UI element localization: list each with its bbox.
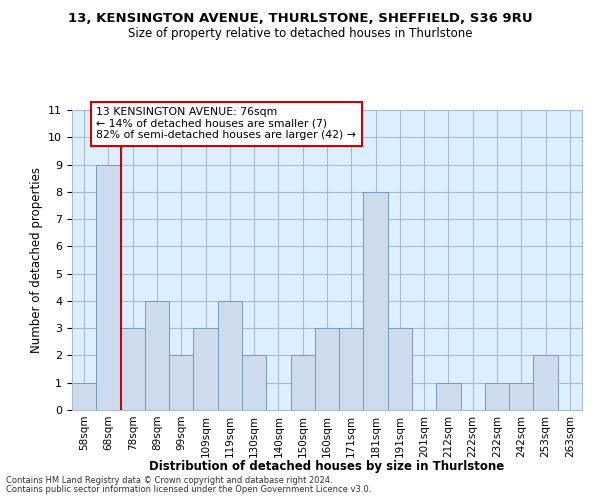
Bar — [242, 356, 266, 410]
Text: 13, KENSINGTON AVENUE, THURLSTONE, SHEFFIELD, S36 9RU: 13, KENSINGTON AVENUE, THURLSTONE, SHEFF… — [68, 12, 532, 26]
Bar — [218, 301, 242, 410]
Bar — [364, 192, 388, 410]
Bar — [121, 328, 145, 410]
Y-axis label: Number of detached properties: Number of detached properties — [30, 167, 43, 353]
Bar — [436, 382, 461, 410]
Bar — [96, 164, 121, 410]
Bar — [193, 328, 218, 410]
Bar — [315, 328, 339, 410]
Bar — [145, 301, 169, 410]
Text: Contains public sector information licensed under the Open Government Licence v3: Contains public sector information licen… — [6, 485, 371, 494]
Bar — [169, 356, 193, 410]
Bar — [485, 382, 509, 410]
Bar — [290, 356, 315, 410]
Bar — [72, 382, 96, 410]
Bar — [533, 356, 558, 410]
Text: 13 KENSINGTON AVENUE: 76sqm
← 14% of detached houses are smaller (7)
82% of semi: 13 KENSINGTON AVENUE: 76sqm ← 14% of det… — [96, 107, 356, 140]
Text: Size of property relative to detached houses in Thurlstone: Size of property relative to detached ho… — [128, 28, 472, 40]
Bar — [509, 382, 533, 410]
Bar — [388, 328, 412, 410]
Text: Distribution of detached houses by size in Thurlstone: Distribution of detached houses by size … — [149, 460, 505, 473]
Bar — [339, 328, 364, 410]
Text: Contains HM Land Registry data © Crown copyright and database right 2024.: Contains HM Land Registry data © Crown c… — [6, 476, 332, 485]
